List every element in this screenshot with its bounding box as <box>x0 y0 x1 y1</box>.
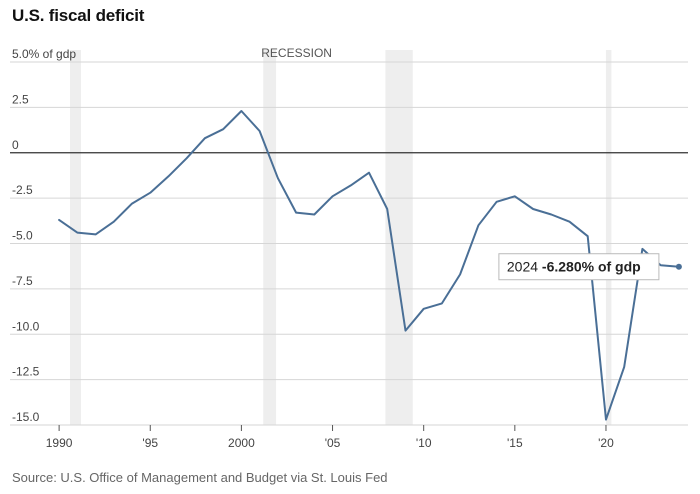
highlight-point <box>675 263 682 270</box>
y-tick-label: 5.0% of gdp <box>12 47 76 61</box>
recession-band <box>385 50 413 425</box>
recession-band <box>605 50 612 425</box>
y-tick-label: -7.5 <box>12 274 33 288</box>
y-tick-label: -15.0 <box>12 410 40 424</box>
x-tick-label: '05 <box>325 436 341 450</box>
annotation-value: -6.280% of gdp <box>542 259 641 275</box>
annotation-box <box>498 253 660 281</box>
source-note: Source: U.S. Office of Management and Bu… <box>12 470 388 485</box>
deficit-line <box>58 110 680 421</box>
x-tick-label: 1990 <box>46 436 73 450</box>
y-tick-label: 0 <box>12 138 19 152</box>
recession-label: RECESSION <box>261 46 332 60</box>
y-tick-label: -10.0 <box>12 319 40 333</box>
y-tick-label: 2.5 <box>12 92 29 106</box>
x-tick-label: '15 <box>507 436 523 450</box>
recession-band <box>70 50 81 425</box>
x-tick-label: '20 <box>598 436 614 450</box>
y-tick-label: -2.5 <box>12 183 33 197</box>
chart-title: U.S. fiscal deficit <box>12 6 145 25</box>
x-tick-label: '10 <box>416 436 432 450</box>
recession-band <box>263 50 277 425</box>
y-tick-label: -5.0 <box>12 229 33 243</box>
annotation-label: 2024 -6.280% of gdp <box>507 259 641 275</box>
y-tick-label: -12.5 <box>12 365 40 379</box>
x-tick-label: 2000 <box>228 436 255 450</box>
annotation-year: 2024 <box>507 259 542 275</box>
x-tick-label: '95 <box>142 436 158 450</box>
